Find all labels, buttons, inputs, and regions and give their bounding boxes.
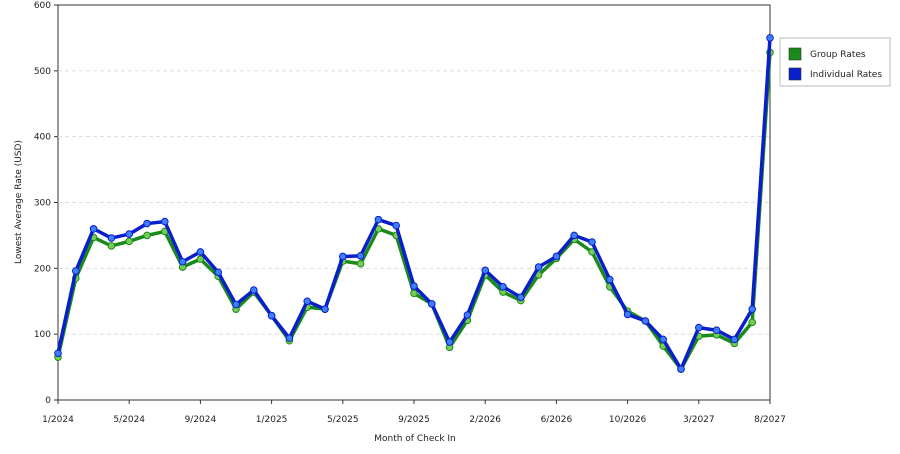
data-point [107, 234, 116, 242]
x-tick-label: 5/2024 [113, 415, 145, 425]
legend-label: Individual Rates [810, 70, 882, 80]
legend-label: Group Rates [810, 50, 866, 60]
data-point [552, 252, 561, 261]
legend-swatch [788, 67, 802, 81]
data-point [125, 230, 133, 238]
data-point [214, 268, 222, 277]
data-point [748, 318, 757, 327]
x-axis-label: Month of Check In [374, 434, 456, 444]
data-point [695, 323, 703, 332]
data-point [428, 300, 436, 308]
x-tick-label: 9/2025 [398, 415, 430, 425]
data-point [54, 349, 62, 358]
data-point [641, 317, 650, 325]
data-point [196, 255, 205, 263]
data-point [588, 238, 596, 246]
data-point [72, 267, 80, 275]
data-point [178, 257, 187, 266]
data-point [232, 300, 240, 309]
x-tick-label: 8/2027 [754, 415, 786, 425]
x-tick-label: 5/2025 [327, 415, 359, 425]
data-point [143, 231, 151, 240]
data-point [374, 215, 383, 224]
data-point [606, 275, 614, 284]
y-tick-label: 600 [34, 1, 51, 11]
data-point [356, 259, 365, 268]
x-tick-label: 6/2026 [541, 415, 573, 425]
data-point [303, 297, 312, 306]
x-tick-label: 10/2026 [609, 415, 647, 425]
data-point [499, 282, 507, 291]
data-point [107, 242, 116, 250]
y-tick-label: 500 [34, 67, 51, 77]
data-point [712, 326, 721, 335]
data-point [392, 221, 401, 230]
data-point [410, 282, 418, 290]
data-point [410, 289, 418, 298]
data-point [534, 263, 543, 271]
y-tick-label: 0 [45, 396, 51, 406]
data-point [766, 34, 774, 42]
data-point [125, 237, 133, 246]
x-tick-label: 1/2025 [256, 415, 288, 425]
legend-swatch [788, 47, 802, 61]
data-point [463, 311, 472, 319]
data-point [143, 219, 151, 228]
data-point [730, 335, 739, 344]
x-tick-label: 3/2027 [683, 415, 715, 425]
data-point [748, 305, 757, 313]
data-point [250, 286, 258, 294]
y-tick-label: 100 [34, 330, 51, 340]
data-point [659, 335, 668, 344]
plot-area [57, 4, 771, 401]
data-point [321, 305, 329, 313]
data-point [285, 334, 294, 342]
y-tick-label: 400 [34, 133, 51, 143]
data-point [339, 252, 347, 261]
data-point [196, 248, 205, 256]
data-point [356, 252, 365, 260]
data-point [481, 266, 490, 275]
data-point [517, 293, 525, 302]
data-point [89, 225, 98, 233]
y-tick-label: 200 [34, 264, 51, 274]
data-point [267, 311, 276, 320]
y-axis-label: Lowest Average Rate (USD) [14, 140, 24, 264]
y-tick-label: 300 [34, 199, 51, 209]
x-tick-label: 9/2024 [185, 415, 217, 425]
x-tick-label: 1/2024 [42, 415, 74, 425]
data-point [570, 231, 579, 240]
x-tick-label: 2/2026 [469, 415, 501, 425]
data-point [161, 217, 169, 226]
data-point [445, 338, 454, 346]
data-point [677, 365, 685, 373]
data-point [623, 310, 632, 319]
